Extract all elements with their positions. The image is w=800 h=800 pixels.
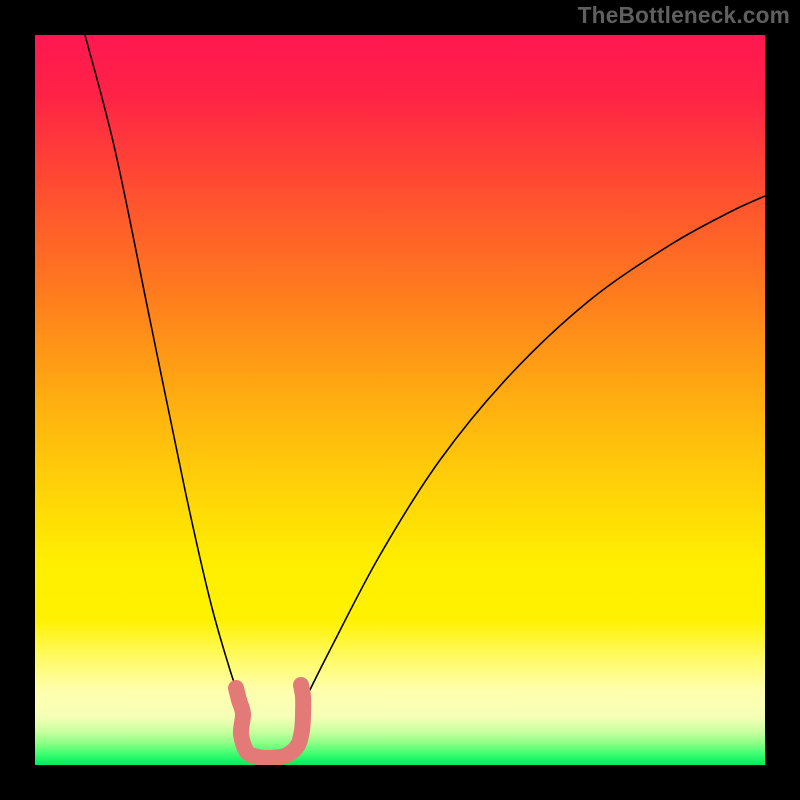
bottleneck-chart xyxy=(0,0,800,800)
chart-frame: TheBottleneck.com xyxy=(0,0,800,800)
plot-background xyxy=(35,35,765,765)
watermark-text: TheBottleneck.com xyxy=(578,2,790,29)
